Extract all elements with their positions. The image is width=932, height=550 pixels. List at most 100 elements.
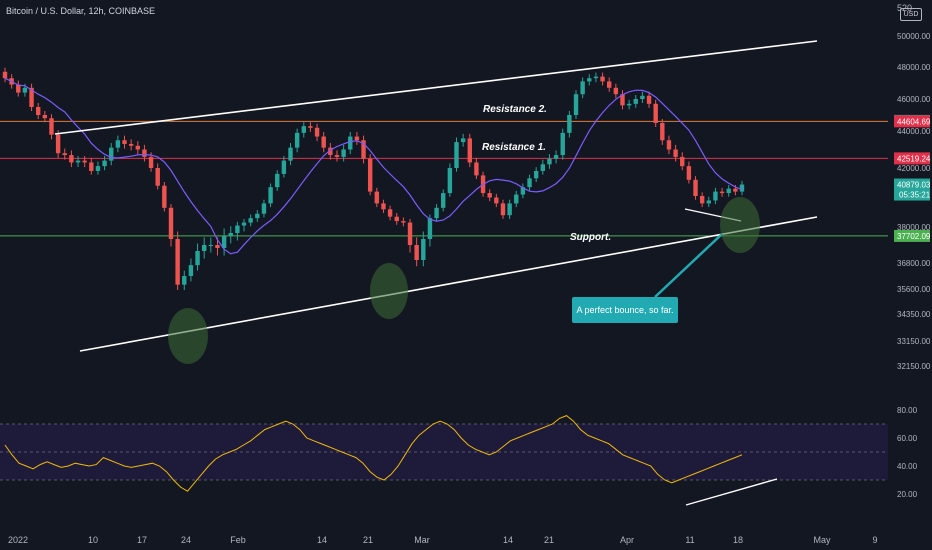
candle-body: [487, 193, 492, 198]
candle-body: [195, 251, 200, 266]
bounce-circle: [370, 263, 408, 319]
candle-body: [175, 239, 180, 285]
candle-body: [275, 173, 280, 188]
price-tick-label: 38000.00: [897, 223, 931, 232]
candle-body: [666, 140, 672, 150]
candle-body: [188, 265, 194, 276]
candle-body: [2, 71, 8, 79]
candle-body: [633, 99, 638, 104]
top-axis-value: 520: [897, 3, 913, 13]
time-tick-label: 10: [88, 535, 98, 545]
price-label-bg: [894, 115, 930, 128]
upper-trendline: [54, 40, 818, 135]
price-tick-label: 48000.00: [897, 63, 931, 72]
candle-body: [560, 132, 565, 156]
candle-body: [739, 184, 745, 192]
candle-body: [646, 95, 652, 104]
candle-body: [580, 81, 585, 95]
candle-body: [573, 94, 579, 115]
candle-body: [500, 203, 506, 216]
candle-body: [653, 103, 658, 123]
candle-body: [241, 222, 247, 226]
price-tick-label: 50000.00: [897, 32, 931, 41]
candle-body: [640, 95, 645, 99]
candle-body: [75, 160, 81, 163]
price-tick-label: 44000.00: [897, 127, 931, 136]
time-tick-label: 9: [872, 535, 877, 545]
candle-body: [128, 143, 134, 146]
candle-body: [22, 87, 28, 93]
candle-body: [62, 153, 67, 156]
candle-body: [294, 132, 300, 148]
candle-body: [699, 196, 705, 204]
resistance2-label: Resistance 2.: [483, 104, 547, 115]
countdown-label: 05:35:21: [899, 191, 931, 200]
candle-body: [348, 136, 353, 150]
candle-body: [374, 191, 380, 204]
candle-body: [693, 179, 698, 197]
candle-body: [660, 123, 665, 141]
candle-body: [328, 147, 333, 156]
candle-body: [494, 197, 499, 204]
candle-body: [341, 149, 346, 157]
time-tick-label: 21: [544, 535, 554, 545]
candle-body: [414, 245, 419, 260]
candle-body: [587, 78, 592, 82]
candle-body: [69, 155, 74, 163]
symbol-title: Bitcoin / U.S. Dollar, 12h, COINBASE: [6, 6, 156, 16]
candle-body: [427, 218, 433, 239]
candle-body: [95, 166, 101, 171]
candle-body: [567, 115, 572, 133]
price-tick-label: 33150.00: [897, 337, 931, 346]
candle-body: [367, 158, 373, 192]
time-tick-label: Apr: [620, 535, 634, 545]
candle-body: [122, 140, 127, 144]
candle-body: [208, 245, 214, 246]
rsi-tick-label: 20.00: [897, 490, 918, 499]
candle-body: [421, 239, 426, 260]
candle-body: [507, 203, 512, 216]
candle-body: [102, 160, 107, 167]
time-tick-label: 21: [363, 535, 373, 545]
candle-body: [82, 160, 87, 163]
currency-badge[interactable]: USD: [900, 8, 922, 21]
candle-body: [49, 118, 54, 135]
candle-body: [142, 149, 147, 157]
price-tick-label: 32150.00: [897, 362, 931, 371]
candle-body: [673, 149, 678, 157]
candle-body: [29, 87, 34, 107]
time-tick-label: Feb: [230, 535, 246, 545]
candle-body: [228, 233, 233, 236]
candle-body: [308, 126, 313, 128]
bounce-circle: [168, 308, 208, 364]
candle-body: [55, 134, 61, 154]
candle-body: [593, 76, 599, 79]
candle-body: [620, 94, 625, 106]
candle-body: [334, 155, 340, 157]
candle-body: [301, 126, 306, 133]
candle-body: [281, 160, 287, 174]
time-tick-label: 14: [317, 535, 327, 545]
price-label-bg: [894, 152, 930, 165]
rsi-tick-label: 60.00: [897, 434, 918, 443]
candle-body: [680, 156, 685, 167]
candle-body: [547, 158, 552, 165]
price-label: 37702.09: [897, 232, 931, 241]
candle-body: [135, 145, 140, 150]
time-tick-label: 24: [181, 535, 191, 545]
candle-body: [600, 76, 605, 82]
time-tick-label: 14: [503, 535, 513, 545]
resistance1-label: Resistance 1.: [482, 142, 546, 153]
time-tick-label: 11: [685, 535, 694, 545]
price-tick-label: 35600.00: [897, 285, 931, 294]
time-tick-label: 17: [137, 535, 147, 545]
candle-body: [261, 203, 267, 214]
price-label-bg: [894, 229, 930, 242]
candle-body: [613, 87, 619, 95]
bounce-circle: [720, 197, 760, 253]
price-tick-label: 42000.00: [897, 164, 931, 173]
candle-body: [42, 115, 48, 119]
price-label-bg: [894, 178, 930, 201]
time-tick-label: 18: [733, 535, 743, 545]
